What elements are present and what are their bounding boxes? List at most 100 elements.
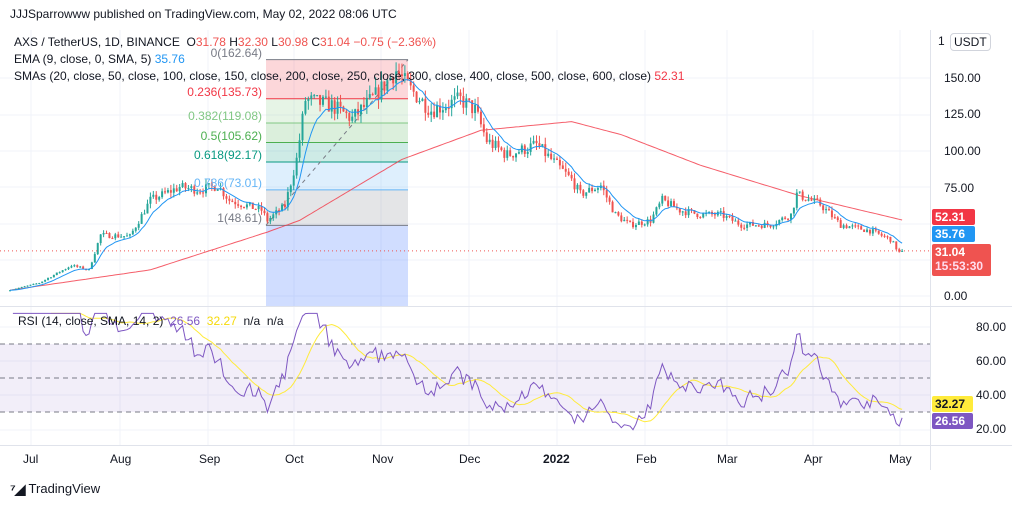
price-tick: 100.00 — [944, 144, 981, 158]
candle — [684, 211, 687, 216]
candle — [763, 222, 766, 228]
candle — [237, 204, 240, 206]
candle — [482, 124, 485, 133]
candle — [126, 235, 128, 237]
candle — [79, 266, 82, 268]
time-tick: Aug — [110, 452, 132, 466]
candle — [860, 226, 863, 230]
candle — [582, 190, 585, 196]
time-tick: Nov — [372, 452, 394, 466]
candle — [632, 221, 635, 228]
candle — [260, 206, 263, 211]
candle — [474, 104, 477, 114]
fib-level-label: 0.618(92.17) — [193, 148, 262, 162]
candle — [830, 210, 833, 218]
open-label: O — [186, 35, 196, 49]
high-label: H — [229, 35, 238, 49]
candle — [248, 202, 251, 205]
candle — [360, 104, 362, 115]
high-value: 32.30 — [237, 35, 268, 49]
candle — [20, 286, 23, 288]
candle — [822, 205, 825, 211]
candle — [73, 265, 76, 267]
candle — [541, 144, 544, 147]
candle — [342, 106, 345, 112]
candle — [289, 185, 292, 193]
candle — [207, 183, 210, 185]
candle — [210, 183, 213, 187]
candle — [851, 225, 854, 227]
tradingview-brand: TradingView — [28, 481, 101, 496]
candle — [278, 210, 281, 212]
bar-countdown: 15:53:30 — [935, 259, 984, 273]
candle — [880, 233, 883, 236]
candle — [49, 277, 52, 279]
candle — [441, 110, 444, 113]
candle — [108, 233, 111, 239]
candle — [655, 207, 658, 215]
candle — [128, 234, 131, 236]
candle — [863, 229, 866, 232]
candle — [623, 219, 626, 222]
candle — [608, 197, 611, 202]
candle — [123, 236, 126, 238]
candle — [491, 139, 494, 148]
time-tick: Sep — [199, 452, 221, 466]
candle — [41, 281, 44, 284]
rsi-tick: 60.00 — [976, 354, 1007, 368]
candle — [23, 286, 26, 288]
candle — [398, 71, 401, 75]
price-tick: 75.00 — [944, 181, 975, 195]
candle — [96, 243, 99, 255]
rsi-legend[interactable]: RSI (14, close, SMA, 14, 2) 26.56 32.27 … — [18, 314, 284, 328]
candle — [807, 199, 810, 201]
symbol-name[interactable]: AXS / TetherUS, 1D, BINANCE — [14, 35, 180, 49]
fib-level-label: 0(162.64) — [210, 45, 262, 60]
candle — [184, 183, 187, 189]
candle — [573, 178, 576, 190]
candle — [58, 272, 61, 274]
candle — [728, 216, 731, 218]
candle — [93, 254, 96, 263]
time-tick: Jul — [23, 452, 39, 466]
candle — [418, 100, 421, 103]
candle — [251, 202, 254, 209]
candle — [319, 95, 322, 105]
last-price-tag: 31.04 15:53:30 — [932, 244, 991, 276]
candle — [199, 192, 202, 194]
candle — [362, 104, 365, 108]
time-tick: Mar — [717, 452, 738, 466]
candle — [883, 235, 886, 237]
close-label: C — [311, 35, 321, 49]
open-value: 31.78 — [195, 35, 226, 49]
ema-legend[interactable]: EMA (9, close, 0, SMA, 5) 35.76 — [14, 52, 185, 66]
candle — [629, 220, 632, 222]
symbol-legend: AXS / TetherUS, 1D, BINANCE O31.78 H32.3… — [14, 35, 436, 49]
candle — [658, 203, 661, 208]
currency-button[interactable]: USDT — [950, 33, 991, 51]
candle — [304, 100, 307, 114]
sma-price-tag: 52.31 — [932, 209, 975, 225]
rsi-sma-value: 32.27 — [206, 314, 237, 328]
sma-value: 52.31 — [654, 69, 685, 83]
candle — [158, 197, 161, 200]
candle — [509, 150, 512, 156]
sma-legend[interactable]: SMAs (20, close, 50, close, 100, close, … — [14, 69, 684, 83]
candle — [722, 211, 725, 218]
candle — [9, 290, 11, 292]
candle — [234, 201, 237, 205]
candle — [254, 208, 257, 210]
candle — [836, 217, 839, 221]
candle — [345, 111, 348, 114]
candle — [778, 220, 781, 224]
candle — [868, 229, 871, 234]
candle — [190, 186, 193, 189]
candle — [687, 209, 690, 216]
candle — [678, 208, 681, 213]
tradingview-logo[interactable]: ⁷◢ TradingView — [10, 481, 101, 497]
candle — [579, 184, 582, 191]
candle — [120, 236, 123, 238]
candle — [231, 200, 234, 202]
fib-zone — [266, 122, 408, 143]
